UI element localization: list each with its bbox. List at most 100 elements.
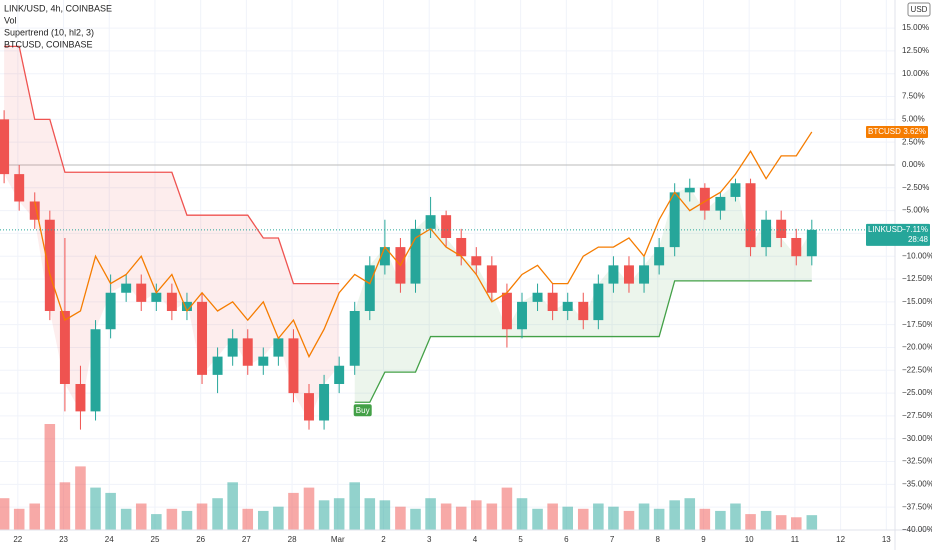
candle-body <box>59 310 70 384</box>
volume-bar <box>75 466 86 530</box>
supertrend-line <box>354 280 812 403</box>
candle-body <box>806 229 817 257</box>
y-tick-label: −22.50% <box>902 365 932 374</box>
plot: Buy <box>0 0 895 531</box>
volume-bar <box>730 503 741 530</box>
volume-bar <box>333 498 345 530</box>
legend-item: BTCUSD, COINBASE <box>4 39 93 49</box>
candle-body <box>532 292 543 302</box>
y-tick-label: −10.00% <box>902 251 932 260</box>
volume-bar <box>166 508 178 530</box>
x-tick-label: 12 <box>836 535 845 544</box>
candle-body <box>654 247 665 266</box>
candle-body <box>121 283 132 293</box>
x-tick-label: 28 <box>288 535 297 544</box>
chart-title: LINK/USD, 4h, COINBASE <box>4 3 112 13</box>
y-tick-label: −40.00% <box>902 525 932 534</box>
volume-bar <box>395 506 406 530</box>
y-tick-label: −35.00% <box>902 479 932 488</box>
y-tick-label: 12.50% <box>902 46 929 55</box>
x-tick-label: 27 <box>242 535 251 544</box>
volume-bar <box>699 508 711 530</box>
legend-item: Vol <box>4 15 17 25</box>
candle-body <box>776 219 787 238</box>
x-tick-label: 5 <box>518 535 523 544</box>
candle-body <box>456 237 467 257</box>
candle-body <box>29 201 40 220</box>
volume-bar <box>501 487 513 530</box>
volume-bar <box>760 510 772 530</box>
volume-bar <box>516 498 528 530</box>
candle-body <box>288 338 299 394</box>
x-tick-label: 25 <box>151 535 160 544</box>
x-tick-label: 3 <box>427 535 432 544</box>
candle-body <box>258 356 269 366</box>
volume-bar <box>532 508 543 530</box>
candle-body <box>699 187 710 211</box>
price-tag-name: BTCUSD <box>868 127 901 136</box>
volume-bar <box>59 482 71 530</box>
y-tick-label: −32.50% <box>902 457 932 466</box>
volume-bar <box>486 503 498 530</box>
y-tick-label: −17.50% <box>902 320 932 329</box>
candle-body <box>608 265 619 284</box>
candle-body <box>364 265 375 311</box>
volume-bar <box>577 508 589 530</box>
x-tick-label: 24 <box>105 535 114 544</box>
candle-body <box>669 192 680 248</box>
volume-bar <box>745 514 756 530</box>
y-tick-label: −37.50% <box>902 502 932 511</box>
compare-line <box>34 131 813 359</box>
volume-bar <box>715 510 726 530</box>
volume-bar <box>410 508 421 530</box>
countdown: 28:48 <box>908 235 929 244</box>
candle-body <box>44 219 55 311</box>
candle-body <box>14 174 25 202</box>
volume-bar <box>608 506 619 530</box>
volume-bar <box>303 487 315 530</box>
volume-bar <box>227 482 238 530</box>
y-tick-label: −12.50% <box>902 274 932 283</box>
candle-body <box>151 292 162 302</box>
volume-bar <box>258 510 269 530</box>
volume-bar <box>471 500 482 530</box>
volume-bar <box>105 492 116 530</box>
x-tick-label: 10 <box>745 535 754 544</box>
signal-label: Buy <box>356 406 370 415</box>
candle-body <box>517 301 527 330</box>
volume-bar <box>790 517 802 530</box>
candle-body <box>90 329 101 412</box>
x-tick-label: 23 <box>59 535 68 544</box>
candle-body <box>379 247 390 266</box>
candle-body <box>501 292 512 330</box>
volume-bar <box>196 503 208 530</box>
y-tick-label: −15.00% <box>902 297 932 306</box>
candle-body <box>410 228 421 284</box>
candle-body <box>639 265 650 284</box>
unit-box[interactable] <box>907 2 931 17</box>
volume-bar <box>44 424 56 530</box>
y-tick-label: −2.50% <box>902 183 929 192</box>
candle-body <box>242 338 253 366</box>
volume-bar <box>379 500 391 530</box>
candle-body <box>684 187 695 193</box>
signal-box <box>353 404 372 417</box>
y-tick-label: 2.50% <box>902 137 925 146</box>
candle-body <box>791 237 802 257</box>
y-tick-label: −25.00% <box>902 388 932 397</box>
volume-bar <box>288 492 299 530</box>
price-tag-value: 3.62% <box>903 127 926 136</box>
volume-bar <box>440 503 452 530</box>
trend-fill <box>354 183 812 403</box>
candle-body <box>486 265 497 293</box>
price-tag-value: −7.11% <box>901 225 928 234</box>
candle-body <box>471 256 482 266</box>
volume-bar <box>775 515 787 530</box>
volume-bar <box>669 500 680 530</box>
x-tick-label: 7 <box>610 535 615 544</box>
volume-bar <box>135 503 147 530</box>
volume-bar <box>806 515 818 530</box>
candle-body <box>441 215 452 238</box>
